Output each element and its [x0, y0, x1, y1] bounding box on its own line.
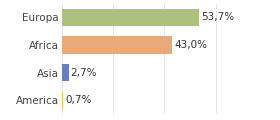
- Bar: [62, 92, 63, 109]
- Bar: [62, 64, 69, 81]
- Text: 0,7%: 0,7%: [66, 95, 92, 105]
- Bar: [62, 36, 172, 54]
- Bar: [62, 9, 199, 26]
- Text: 53,7%: 53,7%: [202, 12, 235, 22]
- Text: 43,0%: 43,0%: [174, 40, 207, 50]
- Text: 2,7%: 2,7%: [71, 68, 97, 78]
